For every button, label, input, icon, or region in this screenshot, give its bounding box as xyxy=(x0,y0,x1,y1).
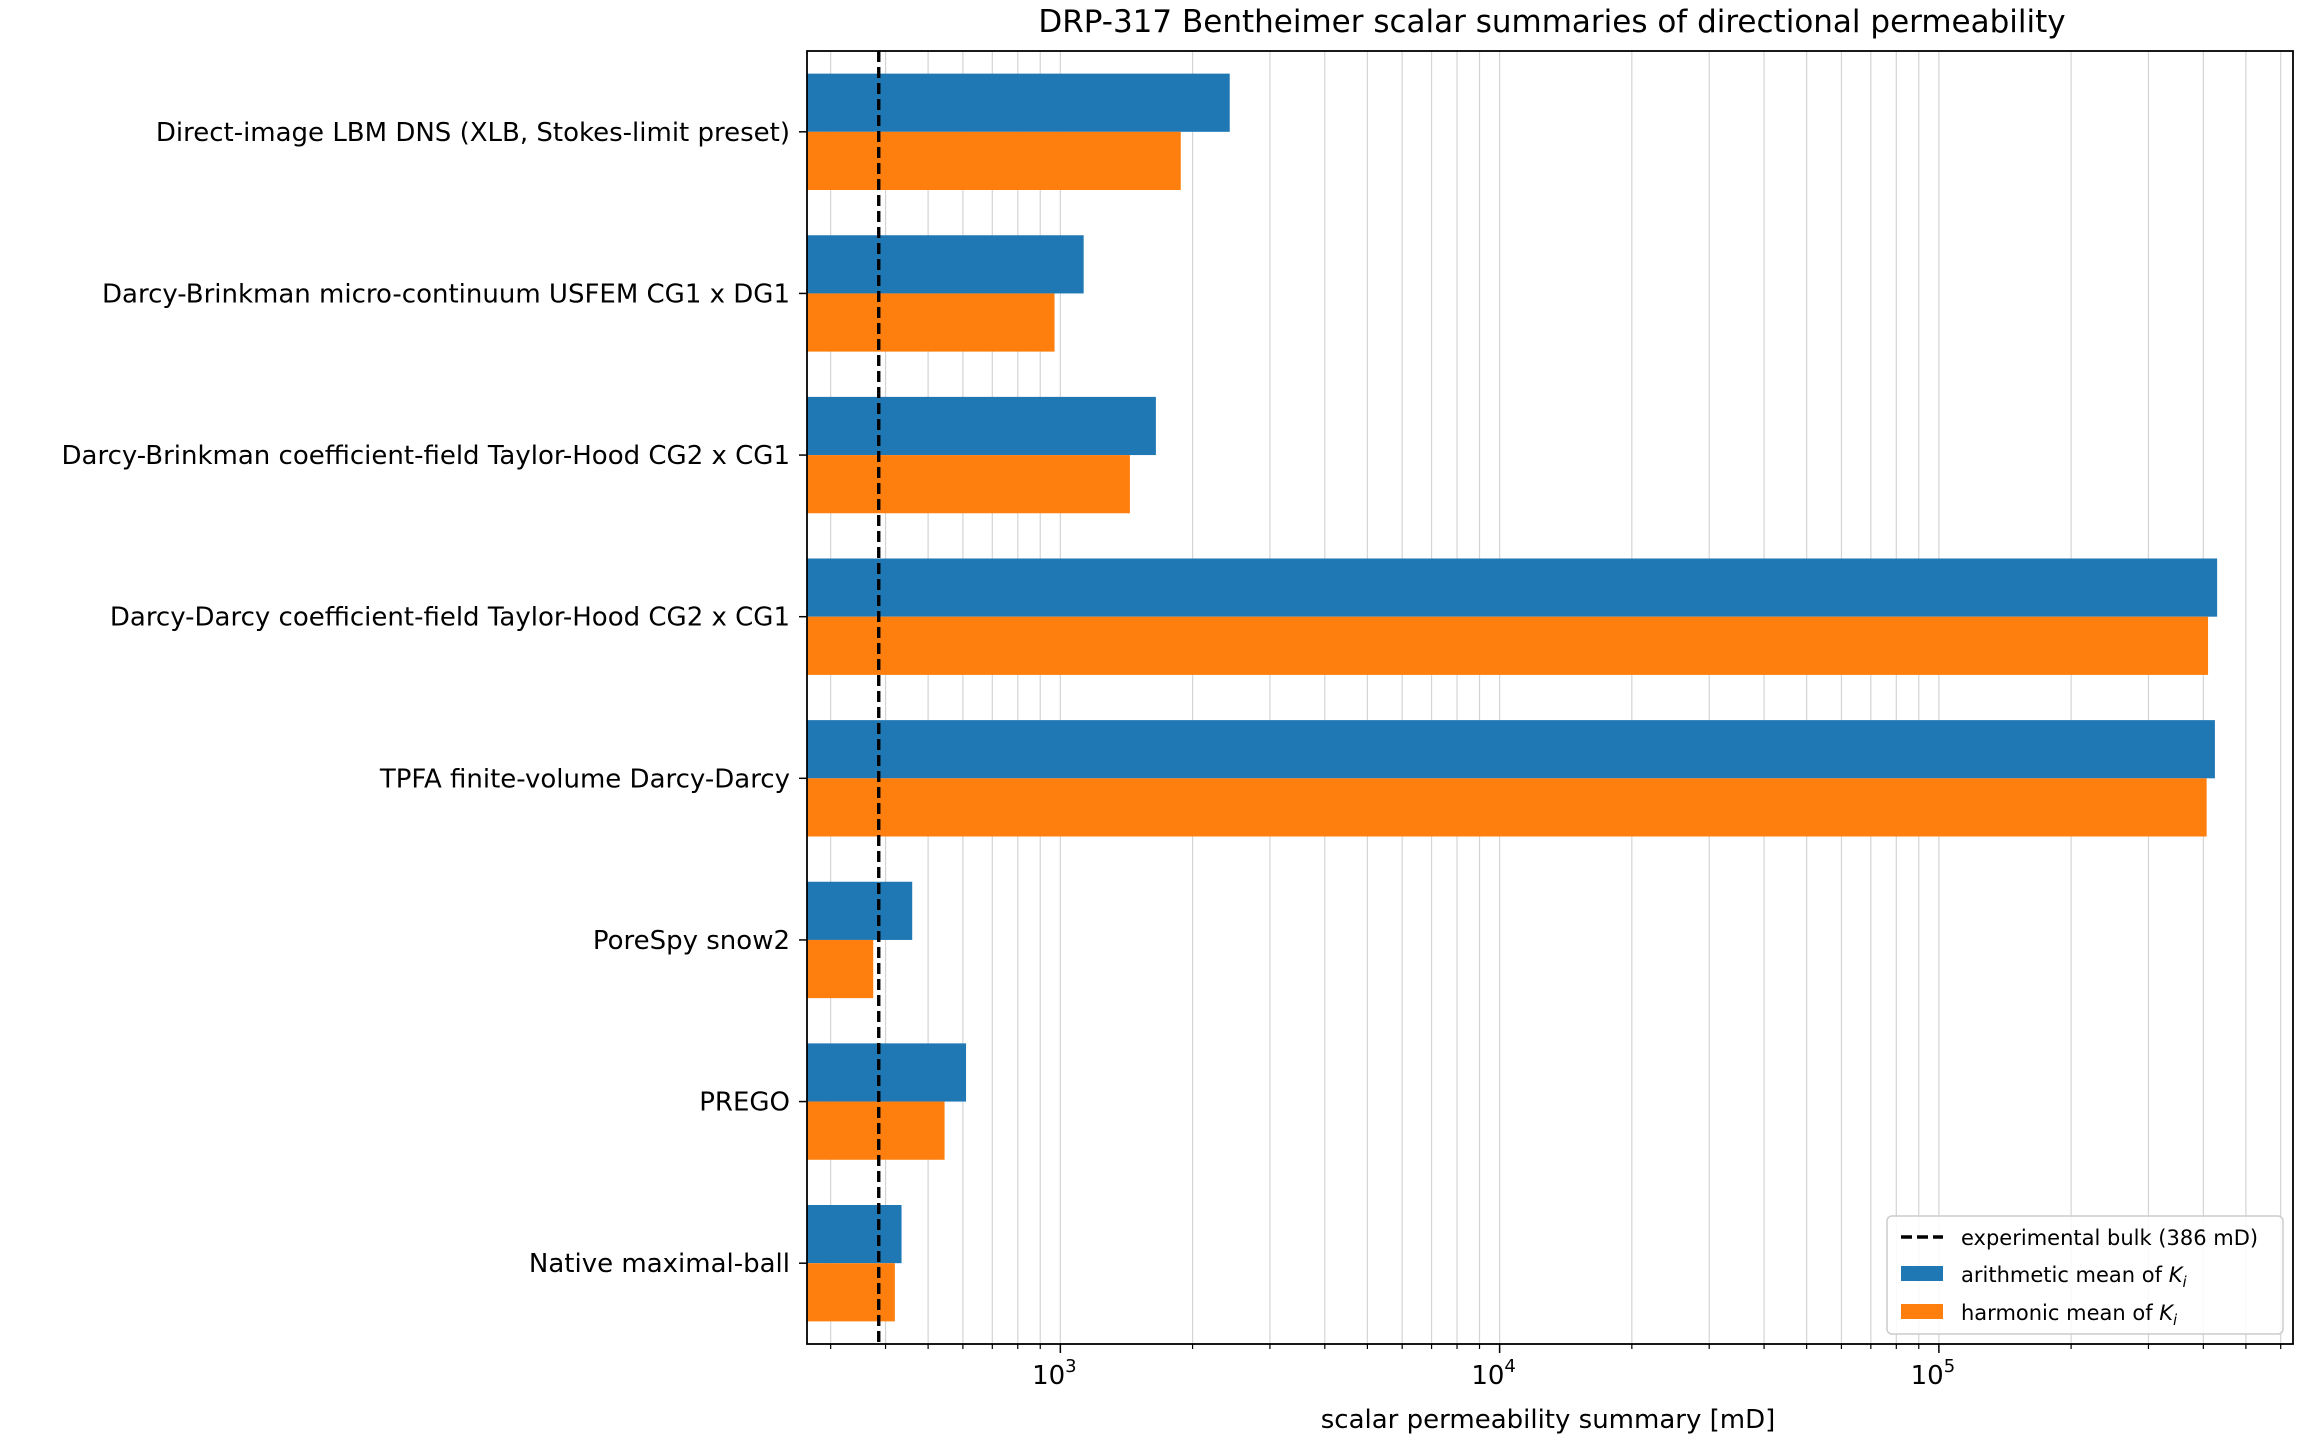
x-tick-label: 105 xyxy=(1911,1356,1956,1391)
bar-arithmetic-mean xyxy=(807,235,1084,294)
legend-reference-label: experimental bulk (386 mD) xyxy=(1961,1226,2258,1250)
bar-arithmetic-mean xyxy=(807,1043,967,1102)
legend-subscript: i xyxy=(2182,1273,2187,1291)
legend-swatch-arithmetic xyxy=(1901,1266,1943,1281)
y-tick-label: TPFA finite-volume Darcy-Darcy xyxy=(379,764,790,794)
axes-layer: Direct-image LBM DNS (XLB, Stokes-limit … xyxy=(62,50,2294,1391)
legend-label-prefix: harmonic mean of xyxy=(1961,1301,2159,1325)
x-axis-label: scalar permeability summary [mD] xyxy=(1321,1405,1775,1435)
x-tick-label: 104 xyxy=(1471,1356,1516,1391)
chart-title: DRP-317 Bentheimer scalar summaries of d… xyxy=(1038,4,2065,40)
legend-label-harmonic: harmonic mean of Ki xyxy=(1961,1301,2178,1329)
bar-arithmetic-mean xyxy=(807,881,913,940)
bar-harmonic-mean xyxy=(807,939,874,999)
bar-harmonic-mean xyxy=(807,293,1055,352)
bar-harmonic-mean xyxy=(807,1263,895,1322)
bars-layer xyxy=(807,73,2218,1322)
y-tick-label: Darcy-Brinkman coefficient-field Taylor-… xyxy=(62,441,790,471)
x-tick-exponent: 5 xyxy=(1944,1356,1955,1377)
legend: experimental bulk (386 mD) arithmetic mea… xyxy=(1886,1215,2284,1335)
x-tick-base: 10 xyxy=(1471,1361,1504,1391)
plot-frame xyxy=(806,50,2294,1345)
bar-harmonic-mean xyxy=(807,131,1181,190)
legend-label-arithmetic: arithmetic mean of Ki xyxy=(1961,1263,2187,1291)
bar-arithmetic-mean xyxy=(807,558,2218,617)
x-tick-exponent: 3 xyxy=(1065,1356,1076,1377)
legend-swatch-harmonic xyxy=(1901,1304,1943,1319)
y-tick-label: Darcy-Brinkman micro-continuum USFEM CG1… xyxy=(102,279,790,309)
bar-harmonic-mean xyxy=(807,455,1130,514)
x-tick-exponent: 4 xyxy=(1504,1356,1515,1377)
bar-harmonic-mean xyxy=(807,778,2207,837)
legend-box xyxy=(1886,1215,2284,1335)
bar-arithmetic-mean xyxy=(807,720,2215,779)
x-tick-base: 10 xyxy=(1032,1361,1065,1391)
x-tick-label: 103 xyxy=(1032,1356,1077,1391)
y-tick-label: PoreSpy snow2 xyxy=(593,926,790,956)
legend-symbol: K xyxy=(2159,1301,2175,1325)
bar-arithmetic-mean xyxy=(807,1205,902,1264)
y-tick-label: Native maximal-ball xyxy=(529,1249,790,1279)
legend-label-prefix: arithmetic mean of xyxy=(1961,1263,2169,1287)
bar-arithmetic-mean xyxy=(807,396,1156,456)
y-tick-label: PREGO xyxy=(699,1088,790,1118)
y-tick-label: Direct-image LBM DNS (XLB, Stokes-limit … xyxy=(156,118,790,148)
legend-symbol: K xyxy=(2169,1263,2185,1287)
y-tick-label: Darcy-Darcy coefficient-field Taylor-Hoo… xyxy=(110,603,790,633)
bar-harmonic-mean xyxy=(807,616,2209,675)
x-tick-base: 10 xyxy=(1911,1361,1944,1391)
legend-subscript: i xyxy=(2173,1311,2178,1329)
bar-arithmetic-mean xyxy=(807,73,1230,132)
bar-harmonic-mean xyxy=(807,1101,945,1160)
